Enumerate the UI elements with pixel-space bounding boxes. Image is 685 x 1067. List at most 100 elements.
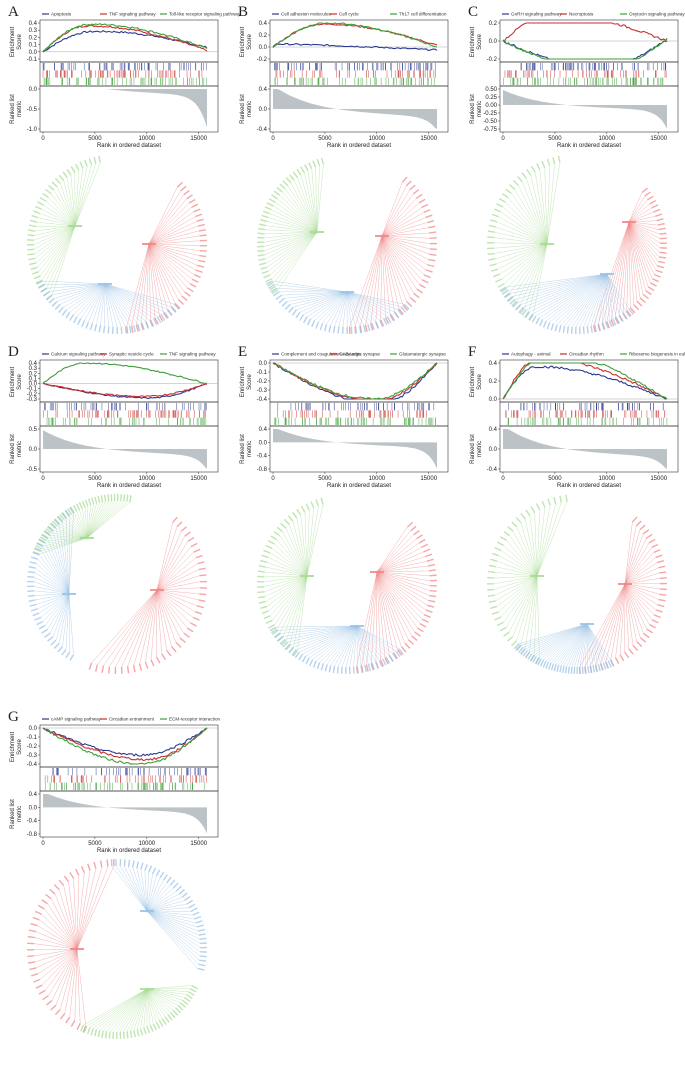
network-edge: [624, 572, 660, 585]
network-edge: [533, 243, 548, 315]
network-edge: [148, 235, 200, 245]
network-edge: [40, 550, 70, 595]
network-edge: [494, 237, 548, 245]
network-leaf-label: [535, 657, 540, 665]
network-edge: [148, 243, 200, 256]
network-edge: [500, 575, 538, 618]
rank-tick-label: 0.25: [485, 95, 497, 101]
network-edge: [528, 243, 548, 312]
network-leaf-label: [527, 653, 533, 660]
network-leaf-label: [53, 884, 60, 890]
network-edge: [34, 943, 78, 950]
network-leaf-label: [273, 530, 280, 537]
panel-d: D Calcium signaling pathway Synaptic vesic…: [8, 344, 219, 674]
network-hub: [145, 909, 149, 913]
network-edge: [376, 571, 426, 611]
network-leaf-label: [582, 326, 585, 334]
network-leaf-label: [648, 538, 656, 544]
network-edge: [265, 566, 308, 577]
network-edge: [84, 283, 106, 321]
network-edge: [292, 520, 308, 577]
network-edge: [148, 243, 182, 297]
network-edge: [496, 575, 538, 607]
network-edge: [519, 623, 588, 644]
network-edge: [39, 213, 76, 227]
network-leaf-label: [501, 193, 509, 199]
network-edge: [624, 583, 634, 646]
x-tick-label: 10000: [598, 476, 615, 482]
network-leaf-label: [407, 639, 415, 646]
network-edge: [274, 575, 308, 625]
network-edge: [506, 540, 538, 577]
es-tick-label: 0.2: [29, 35, 38, 41]
es-tick-label: 0.2: [259, 33, 268, 39]
network-edge: [104, 283, 162, 315]
network-edge: [338, 291, 348, 327]
network-leaf-label: [41, 899, 48, 905]
es-tick-label: -0.1: [257, 370, 268, 376]
network-leaf-label: [85, 321, 90, 329]
network-leaf-label: [507, 526, 514, 532]
network-edge: [93, 988, 148, 1029]
network-edge: [494, 243, 548, 249]
gene-network: [257, 497, 437, 675]
network-leaf-label: [177, 1004, 184, 1011]
network-leaf-label: [273, 190, 281, 196]
network-edge: [275, 202, 318, 233]
network-leaf-label: [189, 988, 197, 993]
network-leaf-label: [643, 632, 650, 639]
legend: Cell adhesion molecules Cell cycle Th17 ce…: [272, 12, 447, 17]
network-edge: [86, 501, 131, 539]
network-edge: [605, 273, 608, 322]
x-axis-label: Rank in ordered dataset: [97, 143, 161, 149]
rank-axis-label: Ranked list: [470, 434, 476, 464]
network-edge: [376, 571, 381, 660]
network-edge: [624, 547, 652, 585]
x-tick-label: 10000: [138, 841, 155, 847]
network-leaf-label: [659, 232, 667, 235]
network-leaf-label: [492, 273, 500, 278]
network-edge: [148, 243, 193, 280]
network-leaf-label: [49, 888, 56, 895]
legend: GnRH signaling pathway Necroptosis Oxytoci…: [502, 12, 685, 17]
network-edge: [624, 583, 644, 634]
es-tick-label: -0.2: [257, 57, 268, 63]
network-edge: [156, 589, 194, 618]
network-leaf-label: [45, 893, 52, 900]
network-edge: [290, 625, 358, 645]
network-leaf-label: [488, 258, 496, 261]
network-leaf-label: [629, 307, 636, 314]
network-edge: [579, 623, 588, 667]
network-leaf-label: [126, 666, 130, 674]
network-edge: [564, 273, 608, 327]
network-leaf-label: [166, 876, 172, 884]
network-leaf-label: [257, 596, 266, 599]
network-leaf-label: [495, 278, 503, 283]
network-leaf-label: [84, 499, 89, 507]
ranked-metric-area: [43, 430, 207, 469]
network-edge: [346, 291, 365, 326]
network-edge: [111, 866, 148, 912]
legend-entry: Circadian rhythm: [569, 352, 604, 357]
network-edge: [156, 551, 194, 591]
network-edge: [265, 575, 308, 602]
network-edge: [381, 235, 395, 313]
network-leaf-label: [198, 963, 206, 967]
rank-tick-label: 0.0: [29, 805, 38, 811]
network-edge: [33, 586, 70, 595]
es-curve-1: [272, 42, 438, 51]
network-edge: [46, 283, 106, 289]
network-leaf-label: [38, 624, 46, 630]
network-leaf-label: [608, 320, 613, 328]
network-edge: [586, 623, 594, 666]
network-edge: [346, 291, 377, 322]
network-leaf-label: [47, 526, 54, 532]
network-edge: [34, 948, 78, 963]
network-leaf-label: [198, 599, 206, 602]
network-edge: [263, 231, 318, 243]
es-tick-label: -0.3: [27, 397, 38, 403]
network-edge: [624, 529, 641, 585]
network-leaf-label: [367, 324, 371, 332]
network-edge: [619, 583, 626, 655]
network-leaf-label: [507, 296, 514, 303]
